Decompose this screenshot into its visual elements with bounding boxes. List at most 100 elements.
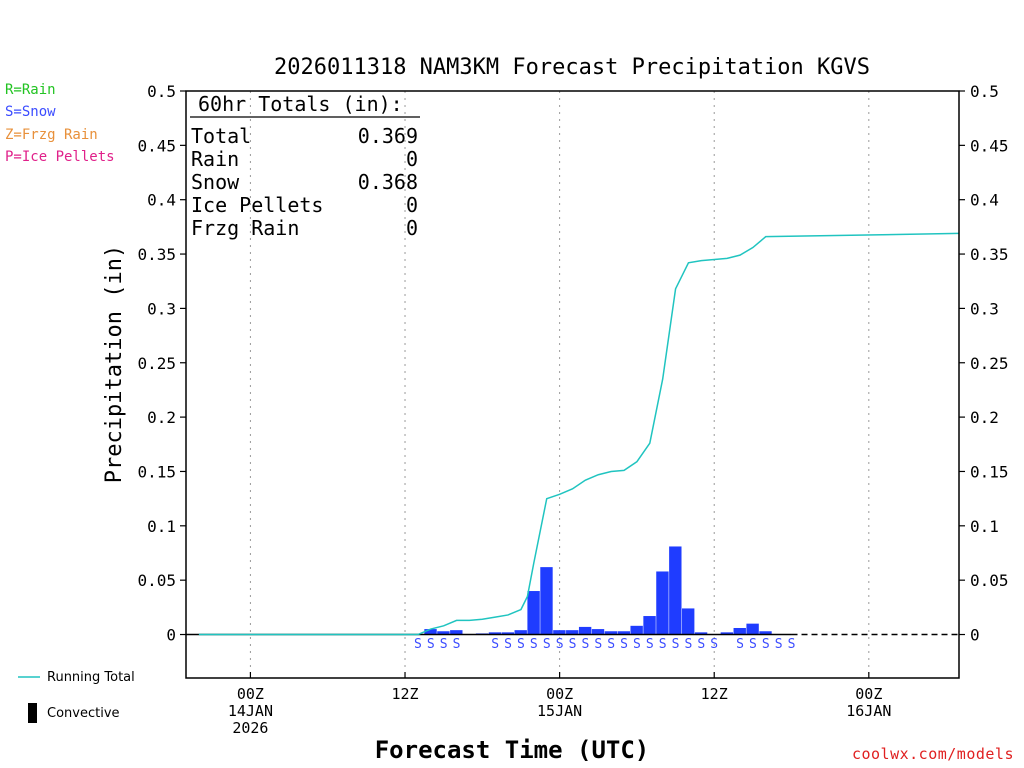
totals-row-label: Snow bbox=[191, 170, 240, 194]
y-tick-label-left: 0.2 bbox=[147, 408, 176, 427]
snow-bar bbox=[656, 571, 669, 635]
snow-marker: S bbox=[607, 637, 615, 652]
y-tick-label-right: 0.45 bbox=[970, 136, 1009, 155]
totals-row-value: 0 bbox=[406, 193, 418, 217]
y-tick-label-left: 0.05 bbox=[137, 571, 176, 590]
totals-row-label: Total bbox=[191, 124, 251, 148]
y-tick-label-left: 0.5 bbox=[147, 82, 176, 101]
totals-row-value: 0 bbox=[406, 216, 418, 240]
snow-marker: S bbox=[569, 637, 577, 652]
snow-bar bbox=[643, 616, 656, 635]
totals-row-label: Rain bbox=[191, 147, 239, 171]
totals-row-label: Frzg Rain bbox=[191, 216, 299, 240]
snow-bar bbox=[527, 591, 540, 635]
running-total-polyline bbox=[198, 232, 960, 636]
snow-bar bbox=[617, 631, 630, 635]
x-gridlines bbox=[249, 91, 870, 678]
snow-bar bbox=[759, 631, 772, 635]
x-tick-label: 16JAN bbox=[846, 702, 891, 720]
x-tick-label: 12Z bbox=[701, 685, 728, 703]
y-tick-label-left: 0.25 bbox=[137, 354, 176, 373]
y-tick-label-right: 0.2 bbox=[970, 408, 999, 427]
snow-bar bbox=[733, 627, 746, 635]
totals-row-label: Ice Pellets bbox=[191, 193, 323, 217]
x-tick-label: 15JAN bbox=[537, 702, 582, 720]
y-tick-label-right: 0.05 bbox=[970, 571, 1009, 590]
y-tick-label-left: 0.4 bbox=[147, 191, 176, 210]
x-tick-label: 2026 bbox=[232, 719, 268, 737]
snow-bar bbox=[514, 630, 527, 635]
chart-title: 2026011318 NAM3KM Forecast Precipitation… bbox=[274, 55, 870, 80]
x-tick-label: 12Z bbox=[391, 685, 418, 703]
y-axis-ticks: 0 00.05 0.050.1 0.10.15 0.150.2 0.20.25 0.250.… bbox=[137, 82, 1008, 645]
snow-marker: S bbox=[504, 637, 512, 652]
snow-marker: S bbox=[775, 637, 783, 652]
snow-bar bbox=[746, 623, 759, 635]
site-credit: coolwx.com/models bbox=[851, 745, 1014, 763]
legend-ice-pellets: P=Ice Pellets bbox=[5, 149, 115, 165]
snow-bar bbox=[630, 625, 643, 635]
running-total-line bbox=[198, 232, 960, 636]
y-axis-label: Precipitation (in) bbox=[102, 245, 127, 483]
y-tick-label-right: 0.15 bbox=[970, 462, 1009, 481]
snow-bar bbox=[720, 632, 734, 635]
convective-swatch bbox=[28, 703, 37, 723]
y-tick-label-left: 0.35 bbox=[137, 245, 176, 264]
snow-marker: S bbox=[659, 637, 667, 652]
totals-box: 60hr Totals (in): Total 0.369 Rain 0 Snow 0.36… bbox=[190, 92, 420, 240]
snow-marker: S bbox=[543, 637, 551, 652]
y-tick-label-right: 0.5 bbox=[970, 82, 999, 101]
snow-bar bbox=[669, 546, 682, 635]
legend-convective-label: Convective bbox=[47, 706, 120, 721]
totals-row-value: 0.369 bbox=[358, 124, 418, 148]
snow-marker: S bbox=[749, 637, 757, 652]
x-tick-label: 14JAN bbox=[228, 702, 273, 720]
snow-marker: S bbox=[620, 637, 628, 652]
plot-frame bbox=[185, 90, 960, 679]
snow-bar bbox=[437, 631, 450, 635]
x-axis-label: Forecast Time (UTC) bbox=[375, 736, 650, 764]
legend-rain: R=Rain bbox=[5, 82, 56, 98]
snow-marker: S bbox=[556, 637, 564, 652]
snow-marker: S bbox=[697, 637, 705, 652]
x-tick-label: 00Z bbox=[546, 685, 573, 703]
snow-bar bbox=[694, 632, 708, 635]
totals-header: 60hr Totals (in): bbox=[198, 92, 403, 116]
snow-marker: S bbox=[440, 637, 448, 652]
snow-marker: S bbox=[414, 637, 422, 652]
snow-bar bbox=[591, 629, 605, 635]
snow-bars bbox=[424, 546, 772, 635]
snow-marker: S bbox=[762, 637, 770, 652]
snow-bar bbox=[424, 629, 437, 635]
legend-snow: S=Snow bbox=[5, 104, 56, 120]
snow-marker: S bbox=[530, 637, 538, 652]
snow-marker: S bbox=[685, 637, 693, 652]
y-tick-label-left: 0.3 bbox=[147, 299, 176, 318]
snow-marker: S bbox=[736, 637, 744, 652]
y-tick-label-right: 0 bbox=[970, 626, 980, 645]
y-tick-label-right: 0.35 bbox=[970, 245, 1009, 264]
y-tick-label-right: 0.4 bbox=[970, 191, 999, 210]
x-tick-label: 00Z bbox=[237, 685, 264, 703]
snow-marker: S bbox=[517, 637, 525, 652]
y-tick-label-right: 0.25 bbox=[970, 354, 1009, 373]
snow-bar bbox=[578, 626, 592, 635]
legend-frzg-rain: Z=Frzg Rain bbox=[5, 127, 98, 143]
snow-bar bbox=[450, 630, 463, 635]
snow-marker: S bbox=[633, 637, 641, 652]
snow-bar bbox=[604, 631, 618, 635]
snow-marker: S bbox=[453, 637, 461, 652]
snow-marker: S bbox=[427, 637, 435, 652]
y-tick-label-right: 0.1 bbox=[970, 517, 999, 536]
y-tick-label-left: 0.1 bbox=[147, 517, 176, 536]
snow-bar bbox=[488, 632, 502, 635]
snow-marker: S bbox=[594, 637, 602, 652]
snow-marker: S bbox=[710, 637, 718, 652]
snow-bar bbox=[566, 630, 579, 635]
y-tick-label-right: 0.3 bbox=[970, 299, 999, 318]
totals-row-value: 0.368 bbox=[358, 170, 418, 194]
snow-marker: S bbox=[646, 637, 654, 652]
